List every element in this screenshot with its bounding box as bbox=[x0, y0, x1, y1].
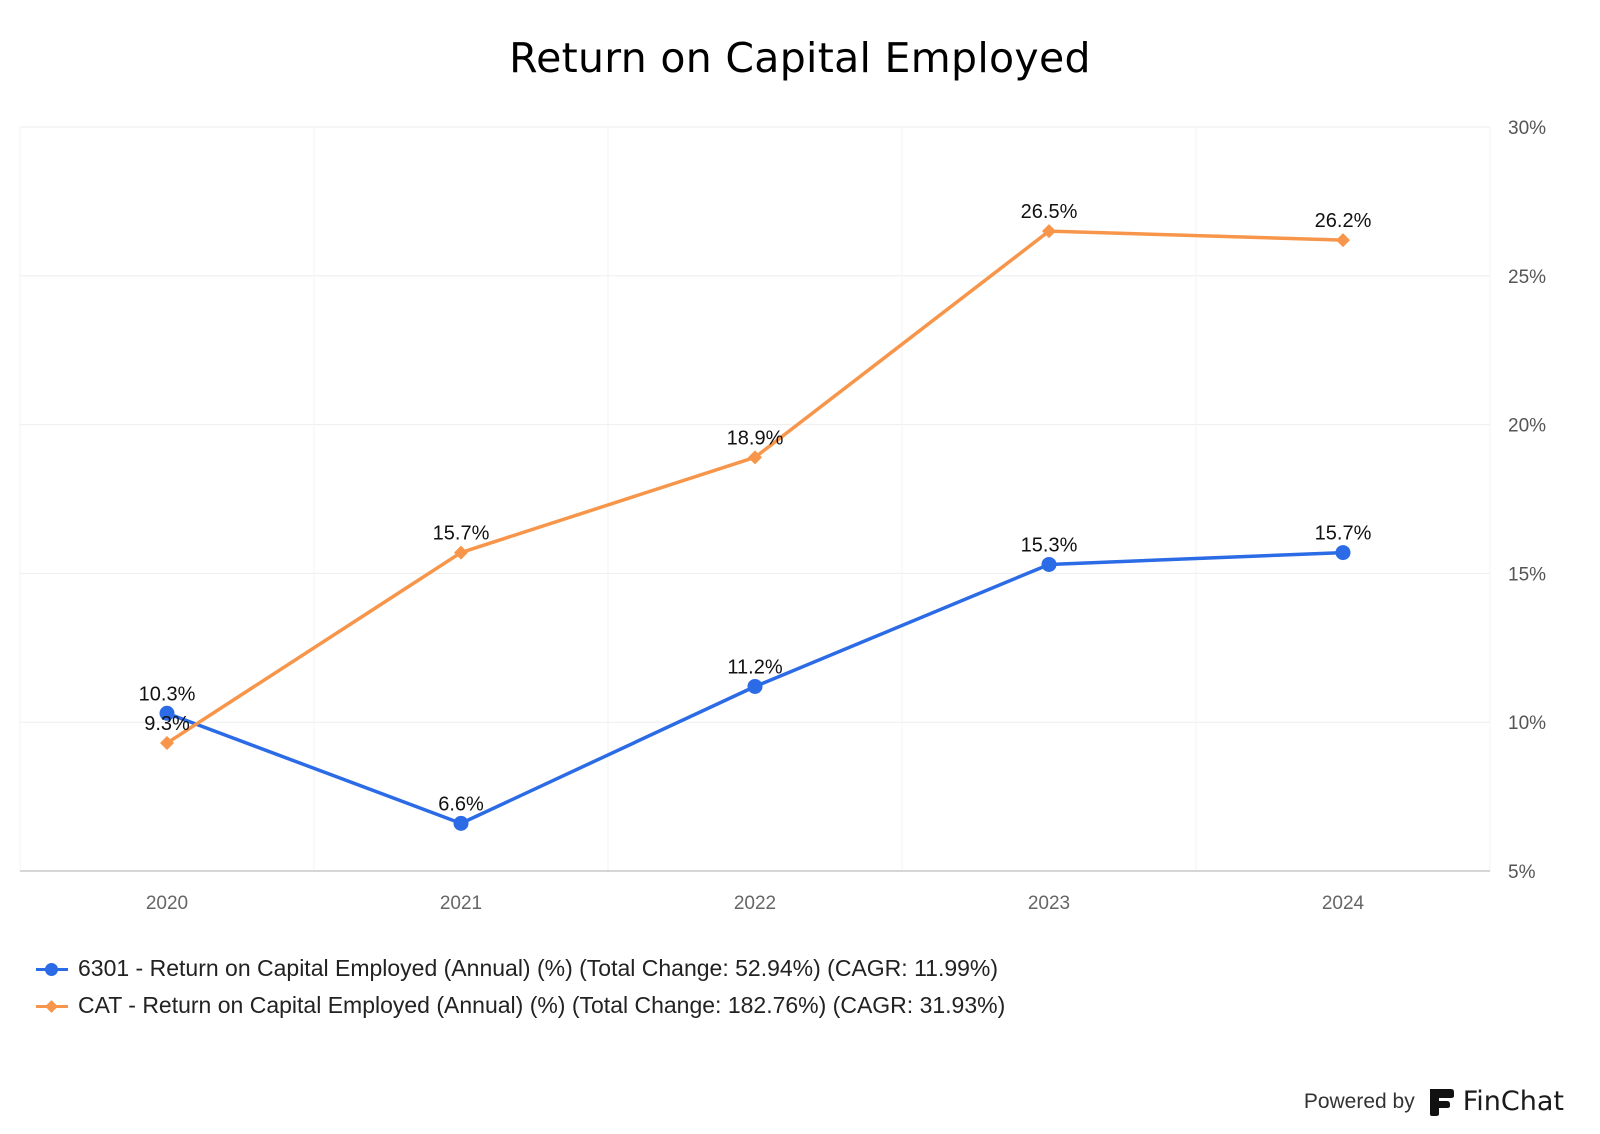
y-tick-label: 15% bbox=[1508, 564, 1546, 585]
data-label: 6.6% bbox=[438, 793, 484, 815]
data-label: 26.5% bbox=[1021, 201, 1078, 223]
data-point-marker bbox=[160, 736, 174, 751]
legend-marker-circle-icon bbox=[36, 959, 68, 979]
y-tick-label: 25% bbox=[1508, 267, 1546, 288]
data-point-marker bbox=[1042, 224, 1056, 239]
x-tick-label: 2020 bbox=[146, 893, 188, 914]
finchat-logo-icon bbox=[1429, 1088, 1454, 1116]
line-chart: 5% 10% 15% 20% 25% 30% 2020 2021 2022 2023 2024 10.… bbox=[19, 118, 1546, 914]
powered-by-label: Powered by bbox=[1303, 1089, 1415, 1113]
x-tick-label: 2021 bbox=[440, 893, 482, 914]
data-label: 9.3% bbox=[144, 713, 190, 735]
data-label: 15.7% bbox=[1315, 523, 1372, 545]
legend-dot-6301 bbox=[45, 962, 58, 976]
data-point-marker bbox=[454, 545, 468, 560]
data-point-marker bbox=[1041, 556, 1057, 572]
legend-item-cat[interactable]: CAT - Return on Capital Employed (Annual… bbox=[36, 987, 1005, 1024]
data-point-marker bbox=[453, 815, 469, 831]
data-label: 15.7% bbox=[433, 523, 490, 545]
data-label: 15.3% bbox=[1021, 534, 1078, 556]
data-point-marker bbox=[1336, 233, 1350, 248]
legend-label: CAT - Return on Capital Employed (Annual… bbox=[78, 992, 1006, 1018]
legend-marker-diamond-icon bbox=[36, 996, 68, 1016]
x-tick-label: 2023 bbox=[1028, 893, 1070, 914]
y-tick-label: 10% bbox=[1508, 713, 1546, 734]
data-label: 10.3% bbox=[139, 683, 196, 705]
x-tick-label: 2022 bbox=[734, 893, 776, 914]
y-tick-label: 30% bbox=[1508, 118, 1546, 139]
x-tick-label: 2024 bbox=[1322, 893, 1365, 914]
legend-item-6301[interactable]: 6301 - Return on Capital Employed (Annua… bbox=[36, 950, 1005, 987]
y-tick-label: 20% bbox=[1508, 416, 1546, 437]
chart-title: Return on Capital Employed bbox=[509, 34, 1091, 82]
data-point-marker bbox=[1335, 545, 1351, 561]
y-tick-label: 5% bbox=[1508, 862, 1536, 883]
legend-label: 6301 - Return on Capital Employed (Annua… bbox=[78, 955, 999, 981]
data-label: 11.2% bbox=[727, 656, 782, 678]
legend-diamond-cat bbox=[45, 999, 58, 1013]
data-label: 26.2% bbox=[1315, 210, 1372, 232]
data-point-marker bbox=[748, 450, 762, 465]
chart-legend: 6301 - Return on Capital Employed (Annua… bbox=[36, 950, 1005, 1024]
data-label: 18.9% bbox=[727, 427, 784, 449]
data-point-marker bbox=[159, 705, 175, 721]
brand-name: FinChat bbox=[1462, 1086, 1564, 1117]
powered-by-branding[interactable]: Powered by FinChat bbox=[1304, 1086, 1564, 1117]
data-point-marker bbox=[747, 678, 763, 694]
